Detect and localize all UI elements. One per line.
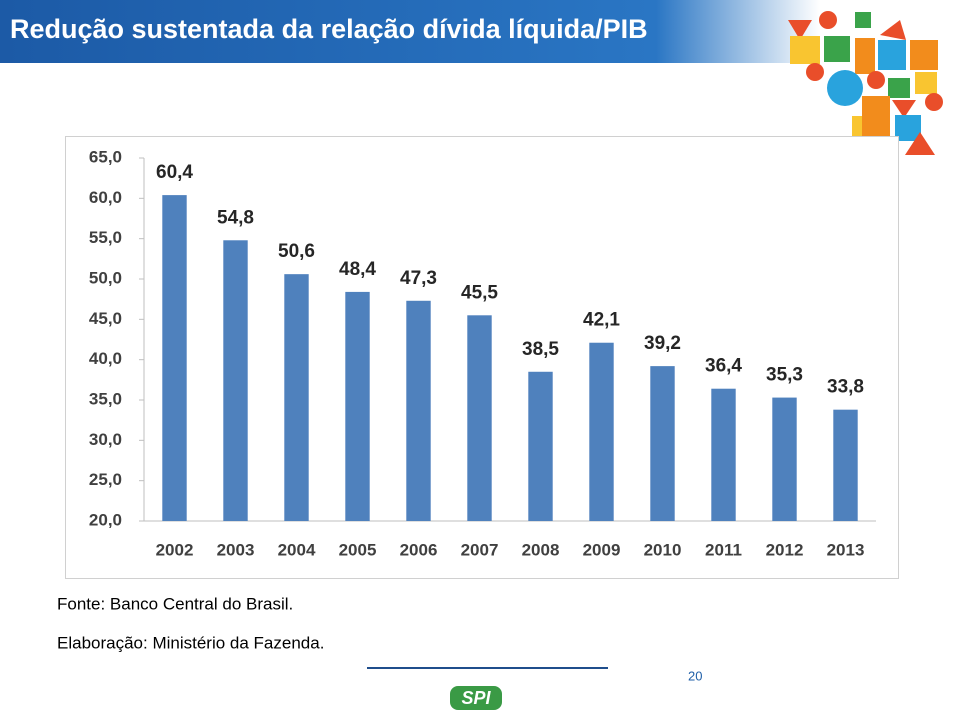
value-label: 47,3 xyxy=(400,268,437,289)
source-note: Fonte: Banco Central do Brasil. xyxy=(57,594,293,613)
value-label: 50,6 xyxy=(278,241,315,262)
value-label: 38,5 xyxy=(522,339,559,360)
decoration xyxy=(788,11,943,155)
bar xyxy=(467,315,492,521)
value-label: 35,3 xyxy=(766,365,803,386)
y-tick-label: 50,0 xyxy=(89,268,122,287)
x-tick-label: 2013 xyxy=(827,540,865,559)
value-label: 54,8 xyxy=(217,207,254,228)
value-label: 45,5 xyxy=(461,282,498,303)
y-tick-label: 60,0 xyxy=(89,188,122,207)
bar xyxy=(406,300,431,521)
x-tick-label: 2005 xyxy=(339,540,377,559)
x-tick-label: 2009 xyxy=(583,540,621,559)
value-label: 42,1 xyxy=(583,310,620,331)
y-tick-label: 55,0 xyxy=(89,228,122,247)
page-number: 20 xyxy=(688,668,702,683)
y-tick-label: 45,0 xyxy=(89,309,122,328)
value-label: 36,4 xyxy=(705,356,742,377)
x-tick-label: 2012 xyxy=(766,540,804,559)
y-tick-label: 30,0 xyxy=(89,430,122,449)
slide-title: Redução sustentada da relação dívida líq… xyxy=(10,14,648,44)
x-tick-label: 2004 xyxy=(278,540,316,559)
x-tick-label: 2011 xyxy=(705,540,742,559)
bar xyxy=(589,342,614,521)
bar xyxy=(528,371,553,521)
bar xyxy=(833,409,858,521)
x-tick-label: 2006 xyxy=(400,540,438,559)
value-label: 33,8 xyxy=(827,377,864,398)
y-tick-label: 20,0 xyxy=(89,510,122,529)
x-tick-label: 2003 xyxy=(217,540,255,559)
credit-note: Elaboração: Ministério da Fazenda. xyxy=(57,633,324,652)
logo-badge xyxy=(450,686,502,710)
bar xyxy=(345,291,370,521)
bar xyxy=(223,240,248,521)
y-tick-label: 25,0 xyxy=(89,470,122,489)
x-tick-label: 2002 xyxy=(156,540,194,559)
title-bar xyxy=(0,0,820,63)
y-tick-label: 40,0 xyxy=(89,349,122,368)
value-label: 39,2 xyxy=(644,333,681,354)
y-tick-label: 35,0 xyxy=(89,389,122,408)
value-label: 48,4 xyxy=(339,259,376,280)
y-tick-label: 65,0 xyxy=(89,147,122,166)
value-label: 60,4 xyxy=(156,162,193,183)
bar xyxy=(772,397,797,521)
logo: SPI xyxy=(461,688,491,708)
x-tick-label: 2008 xyxy=(522,540,560,559)
x-tick-label: 2007 xyxy=(461,540,499,559)
bar xyxy=(650,366,675,521)
bar xyxy=(284,274,309,521)
x-tick-label: 2010 xyxy=(644,540,682,559)
bar xyxy=(711,388,736,521)
bar xyxy=(162,195,187,521)
